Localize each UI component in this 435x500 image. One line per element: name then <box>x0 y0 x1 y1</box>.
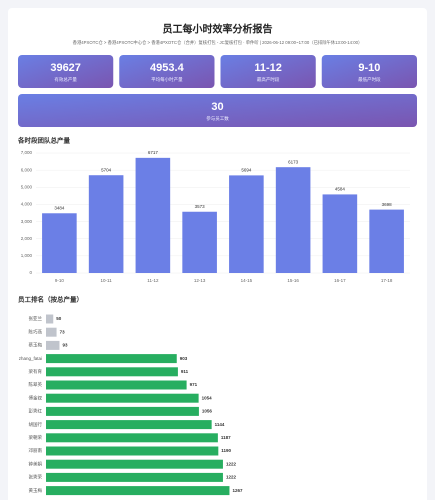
bar <box>46 459 223 469</box>
stat-label: 有效总产量 <box>54 76 77 83</box>
report-subtitle: 香港4PXOTC仓 > 香港4PXOTC中心仓 > 香港4PXOTC仓（合并）复… <box>73 39 363 46</box>
stat-label: 最高产时段 <box>257 76 280 83</box>
container <box>8 8 427 500</box>
y-tick-label: 梁朝荣 <box>29 434 43 441</box>
x-tick-label: 12-13 <box>194 278 206 283</box>
value-label: 73 <box>60 329 66 334</box>
bar <box>369 209 404 273</box>
value-label: 5704 <box>101 167 112 172</box>
bar <box>322 194 358 273</box>
y-tick-label: 张亚兰 <box>29 315 43 322</box>
y-tick-label: zhang_fatai <box>19 356 42 361</box>
value-label: 911 <box>181 369 189 374</box>
bar <box>275 167 311 273</box>
bar <box>88 175 124 273</box>
stat-value: 9-10 <box>358 62 380 74</box>
stat-card <box>220 55 316 88</box>
value-label: 1144 <box>215 422 225 427</box>
value-label: 1267 <box>232 488 243 493</box>
stat-label: 参与员工数 <box>206 115 229 122</box>
value-label: 4584 <box>335 187 346 192</box>
bar <box>46 446 219 456</box>
bar <box>46 340 60 350</box>
stat-label: 平均每小时产量 <box>151 76 183 83</box>
y-tick-label: 张秀荣 <box>29 474 43 481</box>
y-tick-label: 黄玉梅 <box>29 487 43 494</box>
stat-card <box>321 55 417 88</box>
value-label: 1187 <box>221 435 231 440</box>
bar <box>46 420 212 430</box>
value-label: 1222 <box>226 475 237 480</box>
stat-card <box>18 55 114 88</box>
value-label: 1222 <box>226 461 237 466</box>
bar <box>46 433 218 443</box>
bar <box>46 380 187 390</box>
value-label: 93 <box>62 343 68 348</box>
y-tick-label: 彭秀红 <box>29 408 43 415</box>
bar <box>46 486 230 496</box>
bar <box>46 393 199 403</box>
y-tick-label: 邓丽南 <box>29 447 43 454</box>
value-label: 6717 <box>148 150 159 155</box>
report-title: 员工每小时效率分析报告 <box>163 23 273 36</box>
y-tick-label: 钟美娟 <box>29 460 43 467</box>
x-tick-label: 16-17 <box>334 278 346 283</box>
y-tick-label: 7,000 <box>21 150 33 155</box>
bar <box>46 406 199 416</box>
y-tick-label: 0 <box>29 270 32 275</box>
bar <box>182 211 217 273</box>
bar <box>46 327 57 337</box>
value-label: 1056 <box>202 409 213 414</box>
bar <box>46 314 54 324</box>
value-label: 3698 <box>382 202 393 207</box>
chart-title: 各时段团队总产量 <box>17 136 71 145</box>
value-label: 971 <box>190 382 198 387</box>
y-tick-label: 4,000 <box>21 202 33 207</box>
stat-card <box>18 94 417 127</box>
x-tick-label: 15-16 <box>287 278 299 283</box>
x-tick-label: 9-10 <box>55 278 65 283</box>
stat-value: 30 <box>211 101 223 113</box>
y-tick-label: 2,000 <box>21 236 33 241</box>
y-tick-label: 胡国行 <box>29 421 43 428</box>
y-tick-label: 蔡玉梅 <box>29 342 43 349</box>
value-label: 3573 <box>195 204 206 209</box>
bar <box>46 472 223 482</box>
bar <box>46 354 177 364</box>
chart-title: 员工排名（按总产量） <box>18 295 83 304</box>
stat-card <box>119 55 215 88</box>
bar <box>229 175 264 273</box>
x-tick-label: 10-11 <box>101 278 113 283</box>
value-label: 1054 <box>202 395 213 400</box>
bar <box>46 367 178 377</box>
y-tick-label: 3,000 <box>21 219 33 224</box>
y-tick-label: 陈巧燕 <box>29 328 43 335</box>
y-tick-label: 6,000 <box>21 167 33 172</box>
y-tick-label: 傅金钗 <box>29 394 43 401</box>
bar <box>135 157 171 273</box>
stat-value: 39627 <box>50 62 81 74</box>
x-tick-label: 14-15 <box>241 278 253 283</box>
bar <box>42 213 77 273</box>
y-tick-label: 5,000 <box>21 184 33 189</box>
value-label: 50 <box>56 316 62 321</box>
value-label: 3484 <box>54 205 65 210</box>
y-tick-label: 梁有育 <box>29 368 43 375</box>
y-tick-label: 陈翠英 <box>29 381 43 388</box>
x-tick-label: 17-18 <box>381 278 393 283</box>
value-label: 903 <box>180 356 188 361</box>
stat-label: 最低产时段 <box>358 76 381 83</box>
stat-value: 4953.4 <box>150 62 185 74</box>
value-label: 5694 <box>241 168 252 173</box>
stat-value: 11-12 <box>254 62 282 74</box>
x-tick-label: 11-12 <box>147 278 159 283</box>
value-label: 1190 <box>221 448 231 453</box>
value-label: 6173 <box>288 159 299 164</box>
y-tick-label: 1,000 <box>21 253 33 258</box>
